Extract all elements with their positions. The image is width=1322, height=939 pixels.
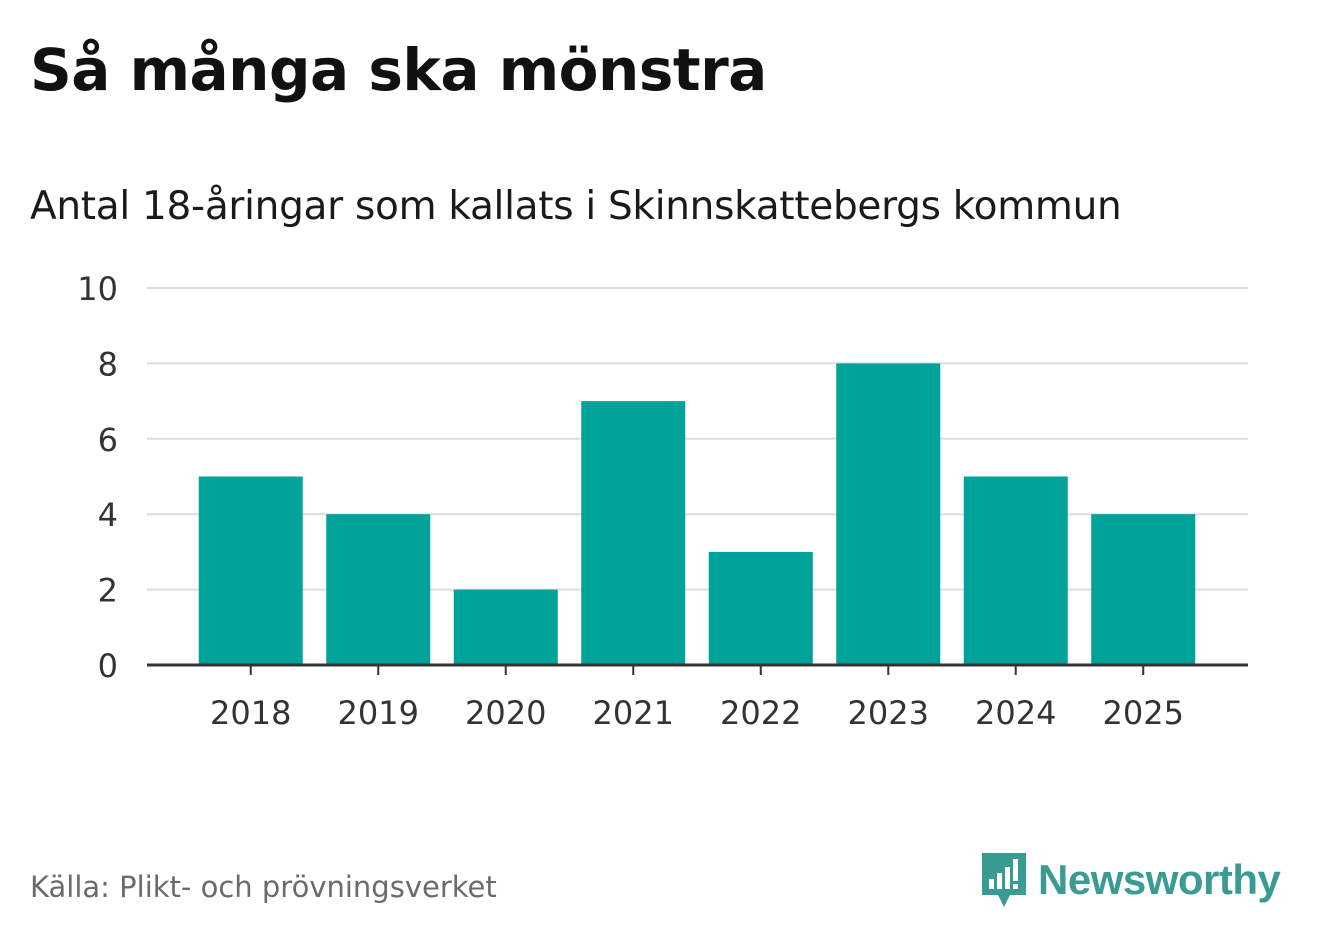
source-note: Källa: Plikt- och prövningsverket: [30, 870, 497, 904]
bars: [198, 363, 1196, 665]
x-tick-labels: 2018 2019 2020 2021 2022 2023 2024 2025: [210, 694, 1184, 732]
x-axis: [147, 663, 1248, 675]
chart-title: Så många ska mönstra: [30, 36, 767, 104]
x-tick-label: 2018: [210, 694, 291, 732]
y-tick-label: 8: [98, 345, 118, 383]
bar-2021: [581, 401, 686, 665]
x-tick-label: 2025: [1103, 694, 1184, 732]
gridlines: [147, 287, 1248, 591]
x-tick-label: 2024: [975, 694, 1056, 732]
x-tick-label: 2020: [465, 694, 546, 732]
bar-2020: [453, 589, 558, 665]
y-tick-label: 10: [77, 270, 118, 308]
chart-subtitle: Antal 18-åringar som kallats i Skinnskat…: [30, 184, 1122, 229]
y-tick-label: 2: [98, 572, 118, 610]
y-tick-labels: 0 2 4 6 8 10: [77, 270, 118, 685]
y-tick-label: 6: [98, 421, 118, 459]
x-tick-label: 2021: [593, 694, 674, 732]
bar-2024: [963, 476, 1068, 665]
x-tick-label: 2019: [338, 694, 419, 732]
brand-logo: Newsworthy: [980, 850, 1281, 910]
bar-2025: [1091, 514, 1196, 665]
x-tick-label: 2022: [720, 694, 801, 732]
y-tick-label: 0: [98, 647, 118, 685]
bar-2022: [708, 551, 813, 665]
x-tick-label: 2023: [848, 694, 929, 732]
bar-2023: [836, 363, 941, 665]
bar-2018: [198, 476, 303, 665]
y-tick-label: 4: [98, 496, 118, 534]
bar-2019: [326, 514, 431, 665]
brand-name: Newsworthy: [1038, 856, 1281, 903]
newsworthy-logo-icon: [982, 853, 1026, 907]
